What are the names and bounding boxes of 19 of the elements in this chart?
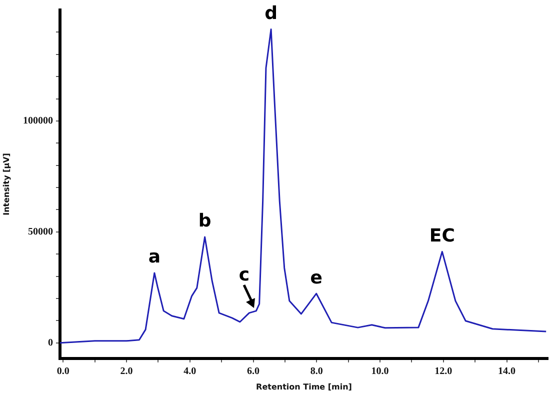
x-tick-label: 2.0 <box>120 366 133 377</box>
annotation: c <box>238 264 250 286</box>
y-tick-label: 50000 <box>28 226 53 238</box>
annotation: d <box>264 2 278 24</box>
x-tick-label: 4.0 <box>184 366 196 377</box>
x-axis-title: Retention Time [min] <box>256 382 352 392</box>
annotation: EC <box>429 225 455 246</box>
annotation: a <box>148 246 161 268</box>
x-tick-label: 14.0 <box>498 366 516 377</box>
x-tick-label: 6.0 <box>247 366 260 377</box>
y-tick-label: 0 <box>48 337 53 348</box>
y-axis-title: Intensity [µV] <box>2 153 11 216</box>
y-tick-label: 100000 <box>23 116 53 127</box>
annotation: e <box>310 267 322 288</box>
x-tick-label: 0.0 <box>56 366 70 377</box>
x-tick-label: 10.0 <box>371 366 389 377</box>
annotation: b <box>198 210 212 232</box>
x-tick-label: 12.0 <box>434 366 452 377</box>
x-tick-label: 8.0 <box>310 366 323 377</box>
